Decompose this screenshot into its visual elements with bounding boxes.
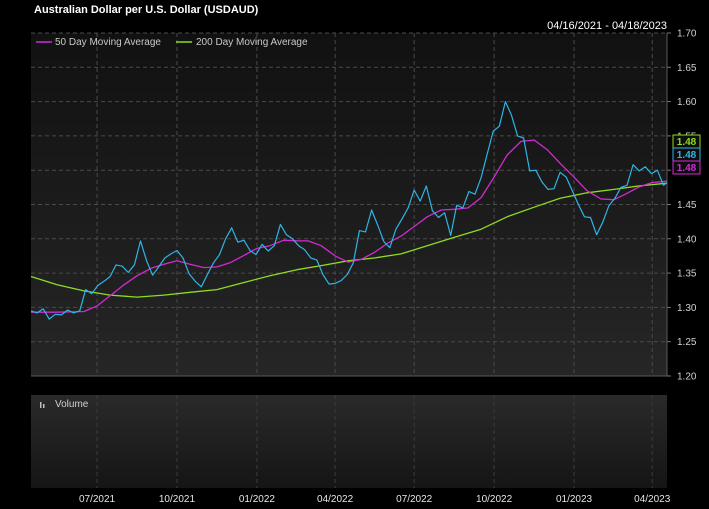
legend-ma200-label: 200 Day Moving Average	[196, 37, 308, 48]
x-tick-label: 01/2023	[556, 494, 593, 505]
x-tick-label: 07/2021	[79, 494, 116, 505]
date-range: 04/16/2021 - 04/18/2023	[547, 20, 667, 32]
y-tick-label: 1.45	[677, 200, 697, 211]
series-layer	[30, 100, 668, 320]
y-axis-ticks: 1.201.251.301.351.401.451.501.551.601.65…	[667, 29, 697, 383]
price-line	[30, 100, 668, 320]
x-tick-label: 07/2022	[396, 494, 433, 505]
y-tick-label: 1.35	[677, 269, 697, 280]
y-tick-label: 1.70	[677, 29, 697, 40]
tag-price-value: 1.48	[677, 150, 697, 161]
x-tick-label: 04/2022	[317, 494, 354, 505]
legend-ma50-label: 50 Day Moving Average	[55, 37, 161, 48]
volume-icon	[40, 402, 45, 408]
y-tick-label: 1.20	[677, 372, 697, 383]
x-tick-label: 10/2022	[476, 494, 513, 505]
x-tick-label: 01/2022	[239, 494, 276, 505]
last-value-tags: 1.48 1.48 1.48	[672, 134, 701, 175]
tag-ma50-box	[672, 160, 701, 175]
tag-ma50-value: 1.48	[677, 163, 697, 174]
y-tick-label: 1.30	[677, 303, 697, 314]
y-tick-label: 1.40	[677, 234, 697, 245]
legend: 50 Day Moving Average 200 Day Moving Ave…	[36, 37, 308, 48]
x-tick-label: 04/2023	[634, 494, 671, 505]
y-tick-label: 1.25	[677, 337, 697, 348]
ma200-line	[30, 182, 668, 298]
x-axis-ticks: 07/2021 10/2021 01/2022 04/2022 07/2022 10/20…	[79, 494, 671, 505]
chart-title: Australian Dollar per U.S. Dollar (USDAU…	[34, 4, 259, 16]
grid	[31, 32, 668, 377]
tag-ma200-value: 1.48	[677, 137, 697, 148]
volume-grid	[96, 395, 653, 488]
y-tick-label: 1.65	[677, 63, 697, 74]
y-tick-label: 1.60	[677, 97, 697, 108]
volume-label: Volume	[55, 399, 89, 410]
volume-panel	[31, 395, 667, 488]
x-tick-label: 10/2021	[159, 494, 196, 505]
